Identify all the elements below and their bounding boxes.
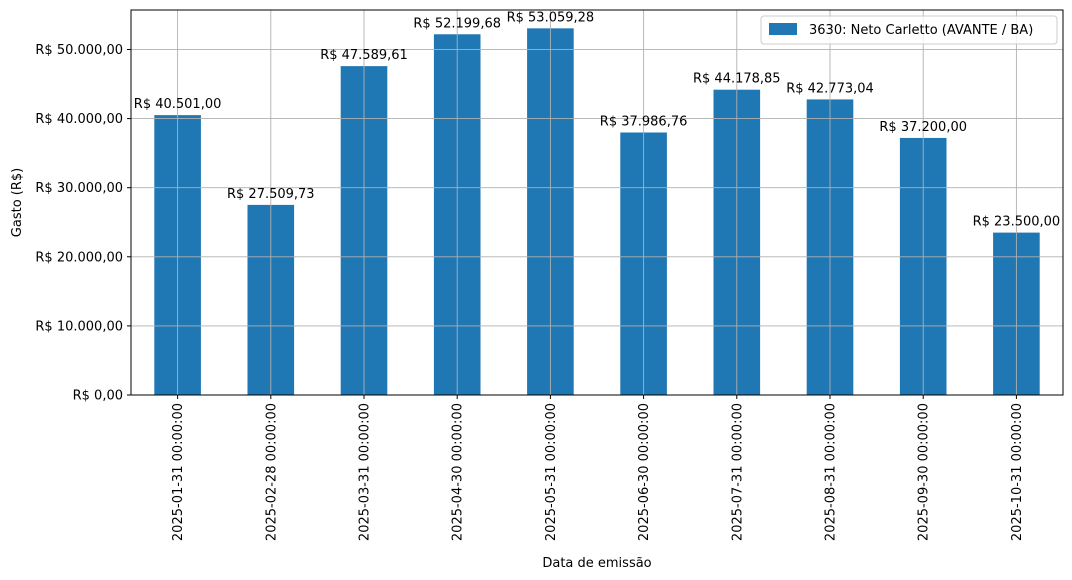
plot-frame bbox=[130, 9, 1064, 396]
x-tick-label: 2025-05-31 00:00:00 bbox=[544, 403, 559, 541]
y-tick-label: R$ 20.000,00 bbox=[35, 250, 123, 265]
legend-box bbox=[760, 15, 1058, 45]
bar-value-label: R$ 44.178,85 bbox=[693, 72, 781, 87]
bar-value-label: R$ 37.986,76 bbox=[600, 114, 688, 129]
y-tick-label: R$ 40.000,00 bbox=[35, 112, 123, 127]
bar-value-label: R$ 47.589,61 bbox=[320, 48, 408, 63]
legend-swatch bbox=[769, 23, 797, 35]
grid-lines bbox=[131, 10, 1063, 396]
bar-value-label: R$ 40.501,00 bbox=[134, 97, 222, 112]
bar-value-label: R$ 23.500,00 bbox=[973, 215, 1061, 230]
y-tick-label: R$ 0,00 bbox=[73, 389, 123, 404]
x-tick-label: 2025-03-31 00:00:00 bbox=[358, 403, 373, 541]
x-tick-label: 2025-04-30 00:00:00 bbox=[451, 403, 466, 541]
y-axis-label: Gasto (R$) bbox=[10, 168, 25, 237]
x-tick-label: 2025-08-31 00:00:00 bbox=[824, 403, 839, 541]
y-tick-label: R$ 10.000,00 bbox=[35, 319, 123, 334]
x-tick-label: 2025-09-30 00:00:00 bbox=[917, 403, 932, 541]
legend-entry-label: 3630: Neto Carletto (AVANTE / BA) bbox=[809, 23, 1033, 38]
x-tick-label: 2025-07-31 00:00:00 bbox=[730, 403, 745, 541]
bar-value-label: R$ 53.059,28 bbox=[507, 10, 595, 25]
x-tick-label: 2025-10-31 00:00:00 bbox=[1010, 403, 1025, 541]
bar-value-label: R$ 27.509,73 bbox=[227, 187, 315, 202]
axis-ticks: 2025-01-31 00:00:00 2025-02-28 00:00:00 20… bbox=[35, 43, 1025, 541]
y-tick-label: R$ 50.000,00 bbox=[35, 43, 123, 58]
bar-value-label: R$ 42.773,04 bbox=[786, 81, 874, 96]
bar-value-label: R$ 52.199,68 bbox=[413, 16, 501, 31]
bars bbox=[154, 28, 1040, 396]
x-axis-label: Data de emissão bbox=[542, 556, 651, 571]
x-tick-label: 2025-02-28 00:00:00 bbox=[264, 403, 279, 541]
bar-value-label: R$ 37.200,00 bbox=[879, 120, 967, 135]
x-tick-label: 2025-01-31 00:00:00 bbox=[171, 403, 186, 541]
y-tick-label: R$ 30.000,00 bbox=[35, 181, 123, 196]
legend: 3630: Neto Carletto (AVANTE / BA) bbox=[760, 15, 1058, 45]
x-tick-label: 2025-06-30 00:00:00 bbox=[637, 403, 652, 541]
bar-value-labels: R$ 40.501,00 R$ 27.509,73 R$ 47.589,61 R$ 5… bbox=[134, 10, 1060, 229]
